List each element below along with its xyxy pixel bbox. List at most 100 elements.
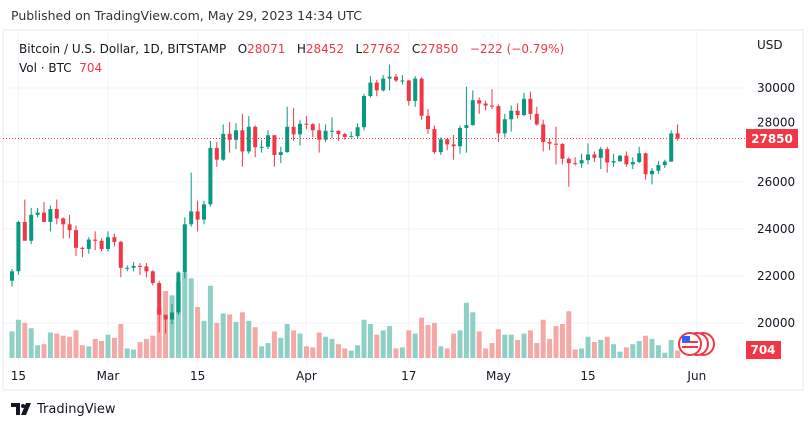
candle: [605, 146, 610, 173]
candle-body: [310, 124, 315, 131]
candle-body: [323, 130, 328, 140]
candle: [138, 263, 142, 275]
candle-body: [515, 110, 520, 116]
volume-bar: [67, 336, 73, 358]
volume-bar: [655, 345, 661, 358]
candle: [522, 92, 526, 117]
candle-body: [291, 126, 296, 135]
volume-bar: [310, 347, 316, 358]
y-tick-label: 20000: [757, 316, 795, 330]
volume-bar: [425, 325, 431, 358]
candle: [336, 130, 341, 141]
candle: [182, 217, 187, 279]
candles: [10, 64, 680, 334]
candle-body: [234, 130, 238, 140]
volume-bar: [124, 348, 130, 358]
candle-body: [125, 267, 130, 269]
candle-body: [669, 133, 674, 162]
candle-body: [266, 135, 270, 147]
candle-body: [483, 103, 488, 106]
time-axis[interactable]: 15 Mar 15 Apr 17 May 15 Jun: [11, 369, 706, 383]
candle: [86, 237, 91, 254]
candle: [630, 157, 635, 170]
x-tick-label: Jun: [686, 369, 706, 383]
candle-body: [22, 221, 27, 241]
low-label: L: [355, 42, 363, 56]
volume-bar: [406, 330, 412, 358]
volume-bar: [675, 350, 681, 358]
candle: [131, 261, 136, 272]
candle-body: [48, 209, 53, 222]
candle-body: [35, 212, 40, 215]
candle: [400, 75, 405, 85]
candle: [496, 104, 501, 143]
candle: [10, 268, 14, 287]
candle-body: [432, 129, 437, 153]
y-tick-label: 24000: [757, 222, 795, 236]
candle-body: [611, 161, 616, 163]
candle: [163, 314, 168, 334]
volume-bar: [431, 322, 437, 358]
candle-body: [522, 98, 526, 116]
volume-bar: [47, 332, 53, 358]
candle-body: [630, 162, 635, 165]
candle-body: [656, 165, 661, 171]
candle-body: [202, 204, 206, 220]
volume-bar: [150, 335, 156, 358]
candle: [157, 280, 162, 333]
volume-bar: [649, 338, 655, 358]
candle-body: [144, 266, 149, 272]
candle: [419, 77, 424, 120]
candle-body: [464, 125, 469, 128]
candle: [298, 119, 302, 146]
candle: [406, 79, 411, 106]
candle-body: [336, 130, 341, 135]
candle-body: [662, 161, 667, 166]
volume-bar: [470, 312, 476, 358]
volume-bar: [579, 348, 585, 358]
candle-body: [138, 265, 142, 267]
candle-body: [451, 144, 456, 147]
volume-bar: [246, 320, 252, 358]
candle: [464, 86, 469, 153]
candle: [259, 139, 264, 153]
candle: [579, 153, 584, 168]
volume-bar: [438, 346, 444, 358]
volume-bar: [28, 328, 34, 358]
candle: [650, 167, 654, 185]
volume-bar: [668, 339, 674, 358]
volume-bar: [540, 319, 546, 358]
candle: [266, 130, 270, 150]
price-axis[interactable]: 20000 22000 24000 26000 28000 30000: [757, 81, 795, 330]
volume-bar: [476, 331, 482, 358]
x-tick-label: Mar: [97, 369, 120, 383]
candle-body: [80, 247, 85, 249]
candle-body: [253, 126, 258, 148]
candle: [509, 105, 514, 132]
candle: [48, 205, 53, 232]
candle: [310, 123, 315, 138]
symbol-title[interactable]: Bitcoin / U.S. Dollar, 1D, BITSTAMP: [19, 42, 227, 56]
tradingview-logo[interactable]: TradingView: [11, 402, 116, 417]
volume-bar: [259, 346, 265, 358]
volume-value: 704: [79, 61, 103, 75]
volume-bar: [323, 336, 329, 358]
candle-body: [304, 123, 309, 125]
us-flag-event-icon[interactable]: [678, 332, 715, 356]
high-label: H: [296, 42, 306, 56]
candle: [150, 270, 155, 286]
candle-body: [528, 98, 533, 114]
currency-label: USD: [757, 38, 783, 52]
volume-bar: [611, 344, 617, 358]
volume-bar: [278, 337, 284, 358]
candle-body: [189, 211, 194, 225]
volume-label[interactable]: Vol · BTC: [19, 61, 72, 75]
candle: [355, 123, 360, 139]
candle-body: [298, 123, 302, 135]
candle: [618, 154, 622, 163]
candle-body: [426, 115, 430, 130]
candle: [221, 124, 226, 161]
candle: [144, 263, 149, 278]
volume-bar: [73, 330, 79, 358]
